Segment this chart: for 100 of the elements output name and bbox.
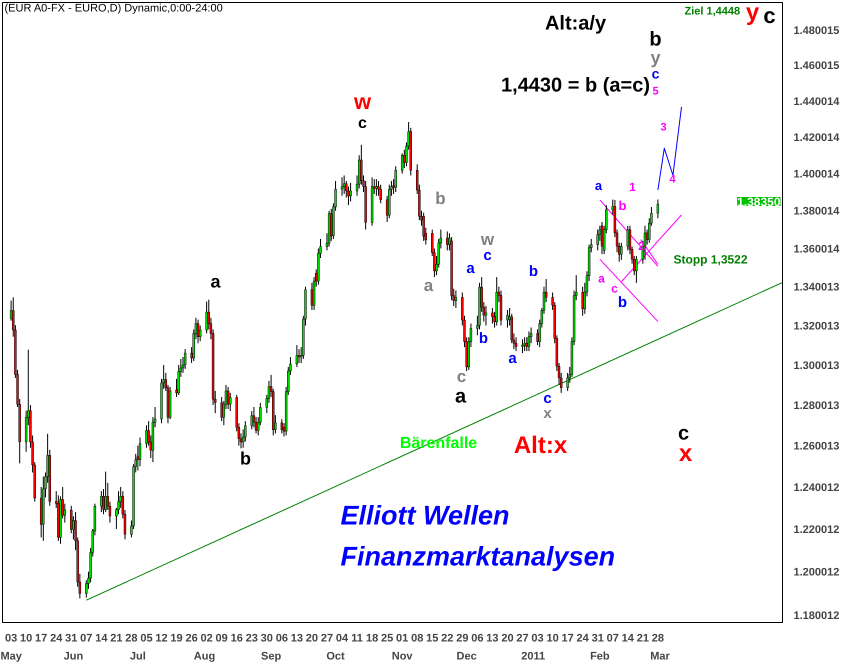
x2-tick-label: Feb [590, 650, 610, 662]
annotation: 3 [660, 122, 667, 134]
annotation: y [746, 0, 760, 26]
annotation: 2 [638, 239, 646, 253]
x-tick-label: 24 [576, 632, 590, 644]
x2-tick-label: Dec [456, 650, 477, 662]
x-tick-label: 13 [290, 632, 304, 644]
annotation: 1,4430 = b (a=c) [501, 74, 650, 96]
annotation: c [358, 115, 368, 132]
annotation: 1.38350 [737, 195, 781, 209]
annotation: 4 [669, 174, 676, 186]
x2-tick-label: May [0, 650, 23, 662]
x-tick-label: 28 [125, 632, 138, 644]
annotation: b [478, 330, 488, 347]
annotation: y [650, 48, 661, 68]
x-tick-label: 15 [426, 632, 438, 644]
x2-tick-label: Jul [130, 650, 146, 662]
annotation: x [543, 405, 552, 422]
x-tick-label: 14 [95, 632, 108, 644]
x-tick-label: 17 [35, 632, 48, 644]
x-tick-label: 31 [65, 632, 78, 644]
x-tick-label: 06 [276, 632, 288, 644]
x2-tick-label: Sep [261, 650, 282, 662]
y-tick-label: 1.440014 [794, 96, 840, 108]
x-tick-label: 30 [260, 632, 273, 644]
x2-tick-label: Nov [392, 650, 414, 662]
annotation: a [424, 276, 434, 295]
x-tick-label: 02 [200, 632, 213, 644]
x-tick-label: 22 [441, 632, 454, 644]
x-tick-label: 17 [562, 632, 574, 644]
annotation: c [543, 390, 552, 407]
y-tick-label: 1.400014 [794, 168, 840, 181]
x-tick-label: 23 [246, 632, 258, 644]
x-tick-label: 20 [306, 632, 318, 644]
x-tick-label: 27 [516, 632, 529, 644]
annotation: w [352, 89, 372, 114]
x-tick-label: 11 [351, 632, 363, 644]
x-tick-label: 07 [80, 632, 92, 644]
annotation: Alt:a/y [544, 12, 607, 34]
annotation: b [618, 198, 627, 213]
y-tick-label: 1.300013 [794, 360, 840, 372]
annotation: b [649, 28, 662, 50]
x-tick-label: 10 [546, 632, 559, 644]
x-tick-label: 12 [155, 632, 168, 644]
x-tick-label: 13 [486, 632, 499, 644]
x2-tick-label: Oct [326, 650, 346, 662]
y-tick-label: 1.280013 [794, 400, 840, 412]
chart-title: (EUR A0-FX - EURO,D) Dynamic,0:00-24:00 [4, 2, 223, 14]
x2-tick-label: Mar [650, 650, 671, 662]
x-tick-label: 26 [185, 632, 198, 644]
x-tick-label: 29 [456, 632, 468, 644]
x-tick-label: 01 [396, 632, 408, 644]
y-tick-label: 1.200012 [794, 566, 840, 579]
x-tick-label: 31 [592, 632, 604, 644]
x-tick-label: 08 [411, 632, 424, 644]
x-tick-label: 24 [50, 632, 64, 644]
annotation: Finanzmarktanalysen [340, 542, 616, 572]
x-tick-label: 03 [531, 632, 544, 644]
x2-tick-label: Aug [194, 650, 216, 662]
x-tick-label: 07 [606, 632, 619, 644]
annotation: Alt:x [514, 432, 568, 459]
y-tick-label: 1.460015 [794, 60, 840, 72]
x-tick-label: 06 [471, 632, 484, 644]
annotation: c [483, 247, 492, 264]
x-tick-label: 25 [381, 632, 394, 644]
annotation: b [618, 294, 628, 311]
x-tick-label: 21 [636, 632, 649, 644]
y-tick-label: 1.360014 [794, 243, 840, 256]
annotation: b [528, 263, 538, 280]
annotation: b [240, 448, 251, 468]
x2-tick-label: 2011 [521, 650, 546, 662]
x-tick-label: 28 [652, 632, 664, 644]
x-tick-label: 05 [140, 632, 153, 644]
x-tick-label: 03 [4, 632, 18, 644]
x2-tick-label: Jun [64, 650, 84, 662]
y-tick-label: 1.240012 [794, 482, 840, 494]
annotation: a [594, 178, 603, 193]
x-tick-label: 20 [501, 632, 514, 644]
x-tick-label: 04 [336, 632, 350, 644]
x-tick-label: 10 [20, 632, 32, 644]
y-tick-label: 1.480015 [794, 25, 840, 38]
annotation: Ziel 1,4448 [684, 6, 740, 18]
y-tick-label: 1.380014 [794, 206, 840, 218]
x-tick-label: 16 [230, 632, 243, 644]
annotation: c [456, 367, 466, 386]
annotation: a [454, 386, 467, 408]
annotation: a [466, 260, 476, 277]
annotation: Stopp 1,3522 [673, 252, 748, 266]
annotation: 5 [652, 86, 659, 98]
annotation: a [210, 272, 222, 292]
annotation: c [611, 282, 618, 296]
annotation: 1 [629, 180, 636, 194]
annotation: a [508, 350, 518, 367]
x-tick-label: 14 [622, 632, 635, 644]
y-tick-label: 1.260013 [794, 440, 840, 453]
annotation: b [435, 189, 446, 208]
x-tick-label: 21 [110, 632, 123, 644]
x-tick-label: 19 [170, 632, 183, 644]
x-tick-label: 18 [366, 632, 378, 644]
x-tick-label: 27 [320, 632, 334, 644]
